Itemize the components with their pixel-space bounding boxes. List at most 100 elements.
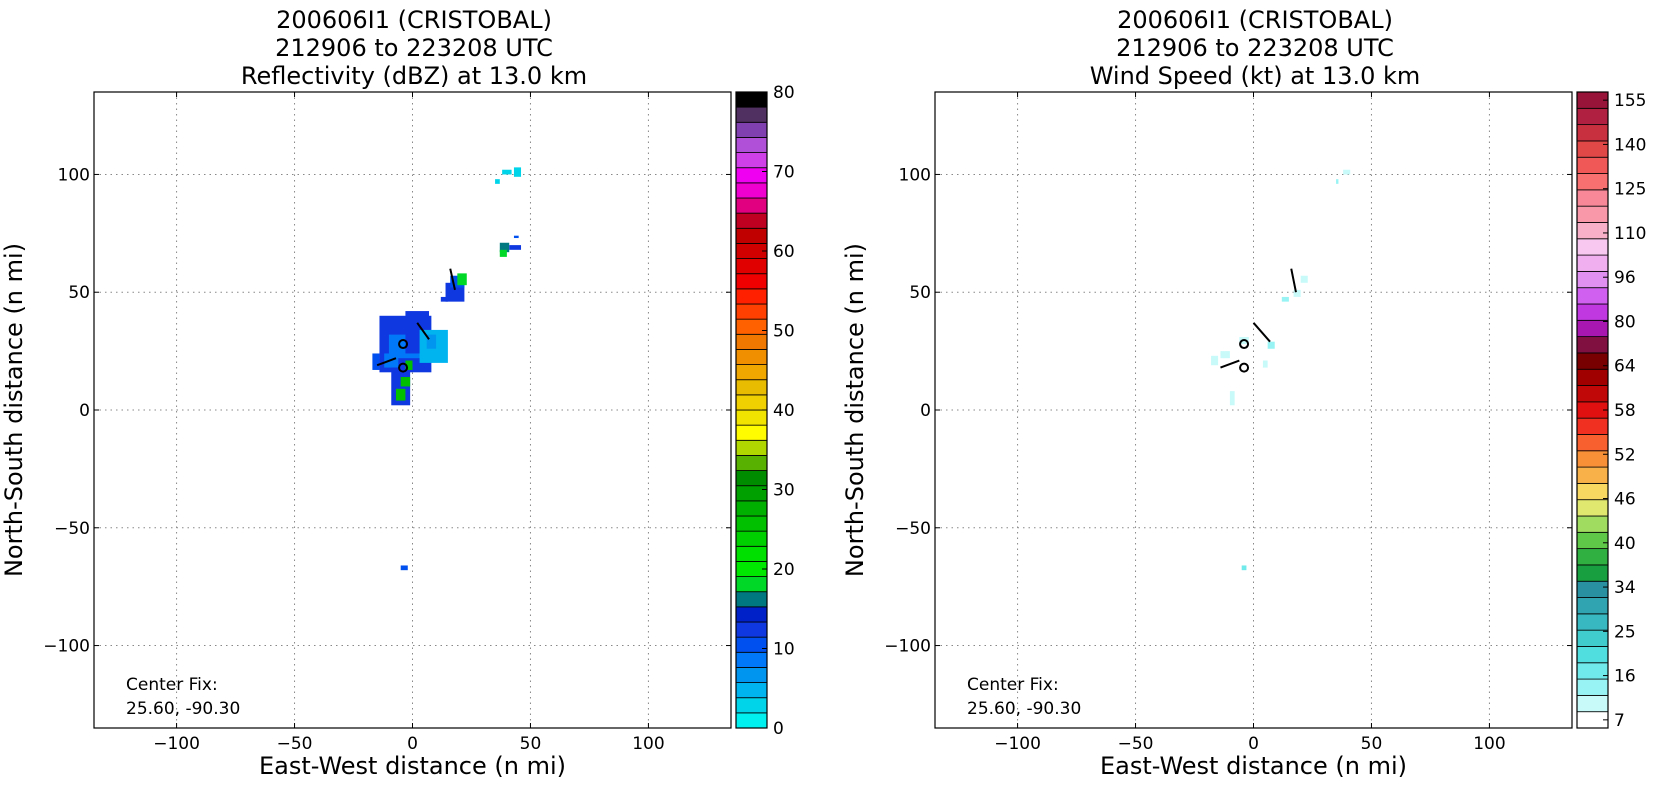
echo-cell xyxy=(513,167,522,177)
center-fix-annotation: Center Fix: xyxy=(126,675,218,695)
reflectivity-panel: 200606I1 (CRISTOBAL)212906 to 223208 UTC… xyxy=(0,6,795,780)
colorbar-segment xyxy=(1576,156,1609,174)
colorbar-segment xyxy=(1576,319,1609,338)
echo-cell xyxy=(400,377,411,387)
colorbar-segment xyxy=(1576,450,1609,468)
colorbar-tick-label: 10 xyxy=(773,640,795,660)
colorbar-segment xyxy=(735,273,768,290)
y-tick-label: 50 xyxy=(909,283,931,303)
x-axis-label: East-West distance (n mi) xyxy=(259,752,566,780)
y-axis-label: North-South distance (n mi) xyxy=(841,243,869,577)
y-tick-label: −50 xyxy=(895,519,931,539)
colorbar-segment xyxy=(1576,499,1609,517)
colorbar-segment xyxy=(1576,107,1609,126)
echo-cell xyxy=(440,296,448,302)
echo-cell xyxy=(400,565,408,571)
colorbar-segment xyxy=(1576,140,1609,158)
echo-cell xyxy=(405,360,413,370)
colorbar-segment xyxy=(1576,580,1609,598)
colorbar-segment xyxy=(735,439,768,456)
colorbar-segment xyxy=(1576,417,1609,435)
colorbar-segment xyxy=(1576,222,1609,240)
chart-title-line: Wind Speed (kt) at 13.0 km xyxy=(1090,62,1421,90)
colorbar-tick-label: 50 xyxy=(773,322,795,342)
colorbar-segment xyxy=(735,424,768,441)
colorbar-segment xyxy=(735,212,768,229)
echo-cell xyxy=(1267,341,1275,349)
colorbar-segment xyxy=(1576,531,1609,550)
echo-cell xyxy=(1293,289,1301,297)
colorbar-segment xyxy=(735,137,768,153)
colorbar-tick-label: 60 xyxy=(773,242,795,262)
colorbar-tick-label: 80 xyxy=(773,83,795,103)
plot-frame xyxy=(934,91,1573,729)
colorbar-segment xyxy=(1576,678,1609,696)
colorbar-segment xyxy=(1576,238,1609,256)
colorbar-segment xyxy=(735,152,768,169)
colorbar-segment xyxy=(735,349,768,365)
colorbar-segment xyxy=(735,409,768,426)
wind-barb xyxy=(449,268,456,291)
chart-title-line: 200606I1 (CRISTOBAL) xyxy=(276,6,552,34)
colorbar-segment xyxy=(1576,287,1609,305)
echo-cell xyxy=(499,242,510,253)
x-tick-label: −100 xyxy=(994,734,1041,754)
echo-cell xyxy=(457,273,467,286)
colorbar-segment xyxy=(735,545,768,562)
colorbar-segment xyxy=(1576,515,1609,533)
echo-cell xyxy=(1281,296,1289,302)
colorbar-tick-label: 125 xyxy=(1614,180,1646,200)
colorbar-segment xyxy=(735,455,768,471)
colorbar-segment xyxy=(735,697,768,714)
colorbar-segment xyxy=(735,576,768,593)
x-tick-label: 100 xyxy=(632,734,664,754)
chart-title-line: 200606I1 (CRISTOBAL) xyxy=(1117,6,1393,34)
colorbar-segment xyxy=(1576,434,1609,452)
echo-cell xyxy=(509,245,522,250)
center-marker xyxy=(398,339,409,350)
echo-cell xyxy=(1241,565,1247,571)
colorbar-segment xyxy=(735,106,768,123)
wind-speed-panel: 200606I1 (CRISTOBAL)212906 to 223208 UTC… xyxy=(841,6,1646,780)
colorbar-segment xyxy=(735,621,768,638)
colorbar-segment xyxy=(735,258,768,275)
colorbar-tick-label: 52 xyxy=(1614,445,1636,465)
echo-cell xyxy=(1229,391,1235,406)
colorbar-tick-label: 155 xyxy=(1614,91,1646,111)
colorbar-tick-label: 46 xyxy=(1614,490,1636,510)
x-tick-label: 0 xyxy=(1248,734,1259,754)
y-axis-label: North-South distance (n mi) xyxy=(0,243,28,577)
y-tick-label: 0 xyxy=(920,401,931,421)
colorbar-tick-label: 110 xyxy=(1614,224,1646,244)
x-tick-label: −50 xyxy=(277,734,313,754)
colorbar-segment xyxy=(1576,385,1609,403)
x-axis-label: East-West distance (n mi) xyxy=(1100,752,1407,780)
wind-barb xyxy=(1252,322,1271,343)
echo-cell xyxy=(1220,351,1230,359)
echo-cell xyxy=(426,334,437,349)
center-marker xyxy=(398,362,409,373)
colorbar-segment xyxy=(735,121,768,138)
colorbar-tick-label: 58 xyxy=(1614,401,1636,421)
colorbar-tick-label: 20 xyxy=(773,560,795,580)
echo-cell xyxy=(502,169,512,175)
plot-frame xyxy=(93,91,732,729)
colorbar-segment xyxy=(735,591,768,608)
colorbar-segment xyxy=(735,636,768,653)
colorbar-segment xyxy=(735,470,768,487)
colorbar-segment xyxy=(735,379,768,396)
colorbar-segment xyxy=(735,197,768,214)
colorbar-tick-label: 7 xyxy=(1614,711,1625,731)
colorbar-segment xyxy=(735,606,768,623)
y-tick-label: 0 xyxy=(79,401,90,421)
colorbar-segment xyxy=(1576,270,1609,289)
x-tick-label: 50 xyxy=(520,734,542,754)
center-marker xyxy=(1239,362,1250,373)
colorbar-tick-label: 96 xyxy=(1614,268,1636,288)
y-tick-label: −50 xyxy=(54,519,90,539)
colorbar-tick-label: 30 xyxy=(773,481,795,501)
colorbar-segment xyxy=(735,682,768,699)
colorbar-segment xyxy=(735,303,768,320)
colorbar-segment xyxy=(1576,352,1609,370)
echo-cell xyxy=(1336,179,1339,184)
